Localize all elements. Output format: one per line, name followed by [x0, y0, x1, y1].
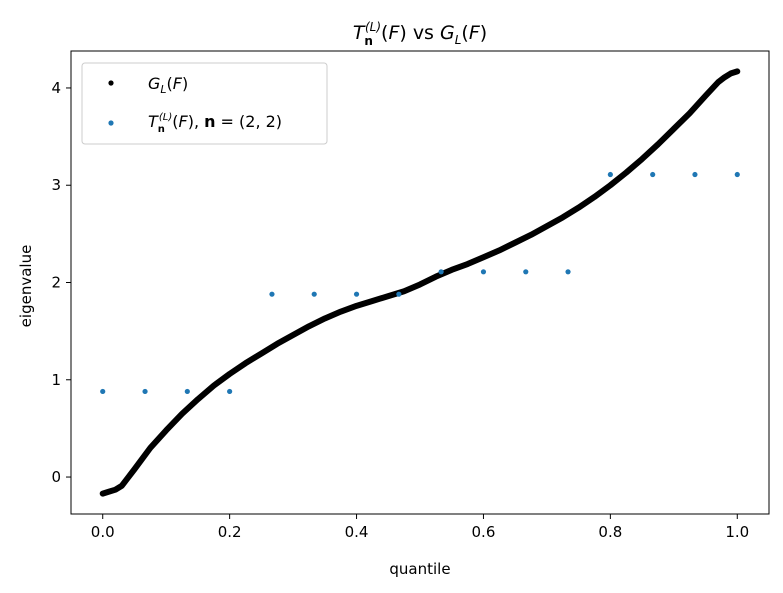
legend-label-t: Tn(L)(F), n = (2, 2) [148, 112, 282, 135]
t-point [480, 269, 487, 275]
t-point [607, 171, 613, 178]
t-point [692, 171, 698, 178]
t-point [142, 388, 148, 395]
legend-marker-g [108, 80, 114, 86]
y-tick-label: 2 [51, 274, 61, 292]
g-curve-line [99, 68, 741, 497]
x-tick-label: 0.8 [598, 523, 622, 541]
t-point [565, 269, 571, 275]
t-point [184, 388, 190, 395]
legend-label-g: GL(F) [148, 74, 188, 96]
t-point [269, 291, 275, 297]
t-point [353, 291, 360, 297]
x-tick-label: 0.4 [345, 523, 369, 541]
t-point [438, 269, 444, 275]
x-tick-label: 0.2 [218, 523, 242, 541]
t-point [396, 291, 402, 297]
t-point [650, 171, 656, 178]
y-tick-label: 0 [51, 468, 61, 486]
t-point [311, 291, 317, 297]
y-axis-label: eigenvalue [17, 245, 35, 328]
x-tick-label: 0.6 [472, 523, 496, 541]
plot-area [99, 68, 741, 497]
t-point [734, 171, 740, 178]
chart-title: Tn(L)(F) vs GL(F) [353, 20, 487, 48]
y-axis-ticks: 0 1 2 3 4 [51, 79, 71, 486]
series-g-curve [99, 68, 741, 497]
t-point [523, 269, 529, 275]
y-tick-label: 3 [51, 176, 61, 194]
series-t-points [100, 171, 740, 395]
t-point [100, 388, 106, 395]
legend: GL(F) Tn(L)(F), n = (2, 2) [81, 62, 328, 145]
x-axis-label: quantile [389, 560, 450, 578]
legend-box [81, 62, 328, 145]
x-tick-label: 1.0 [725, 523, 749, 541]
y-tick-label: 4 [51, 79, 61, 97]
t-point [227, 388, 233, 395]
y-tick-label: 1 [51, 371, 61, 389]
x-axis-ticks: 0.0 0.2 0.4 0.6 0.8 1.0 [91, 514, 749, 541]
legend-marker-t [108, 120, 114, 126]
x-tick-label: 0.0 [91, 523, 115, 541]
